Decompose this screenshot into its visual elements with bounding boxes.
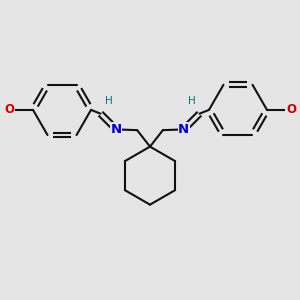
Text: O: O — [286, 103, 296, 116]
Text: O: O — [4, 103, 14, 116]
Text: H: H — [188, 96, 196, 106]
Text: N: N — [178, 123, 189, 136]
Text: H: H — [104, 96, 112, 106]
Text: N: N — [111, 123, 122, 136]
